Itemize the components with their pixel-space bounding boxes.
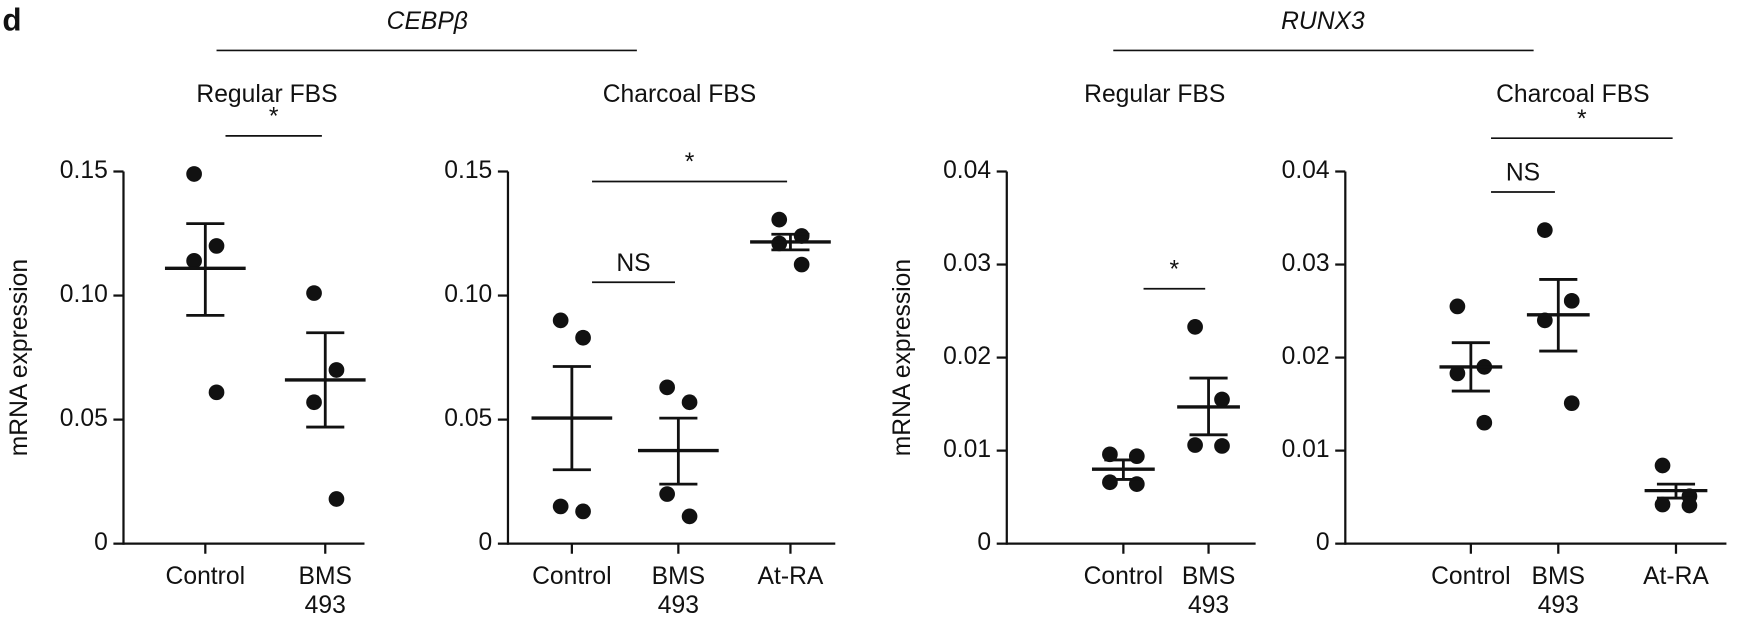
significance-label: * — [1170, 256, 1180, 283]
y-tick-label: 0.15 — [444, 157, 492, 184]
y-axis-label: mRNA expression — [889, 259, 916, 456]
data-point — [1214, 391, 1230, 408]
data-point — [1214, 438, 1230, 454]
panel-title: Regular FBS — [196, 81, 337, 108]
x-tick-label-box: Control — [532, 561, 612, 590]
data-point — [1128, 448, 1145, 465]
data-point — [328, 362, 345, 378]
gene-title: RUNX3 — [1281, 8, 1365, 35]
data-point — [659, 379, 675, 396]
x-tick-label: BMS 493 — [298, 561, 352, 619]
y-tick-label: 0.15 — [60, 157, 108, 184]
data-point — [328, 491, 345, 507]
y-tick-label: 0.10 — [444, 281, 492, 308]
y-tick-label: 0 — [1316, 529, 1330, 556]
x-tick-label: Control — [165, 561, 246, 590]
data-point — [575, 329, 591, 346]
data-point — [1476, 414, 1493, 431]
x-tick-label: Control — [1431, 561, 1511, 590]
data-point — [1654, 457, 1671, 474]
data-point — [1449, 298, 1466, 315]
panel-label: d — [2, 3, 21, 38]
panel-title: Charcoal FBS — [603, 81, 756, 108]
y-tick-label: 0.01 — [1282, 436, 1330, 463]
x-tick-label-box: Control — [165, 561, 246, 590]
data-point — [681, 394, 698, 411]
data-point — [1563, 292, 1580, 309]
y-tick-label: 0.04 — [943, 157, 991, 184]
x-tick-label-box: At-RA — [1643, 561, 1709, 590]
y-tick-label: 0.03 — [1282, 250, 1330, 277]
panel-title: Charcoal FBS — [1496, 81, 1649, 108]
data-point — [552, 498, 569, 515]
y-tick-label: 0 — [479, 529, 493, 556]
y-tick-label: 0 — [94, 529, 108, 556]
x-tick-label: BMS 493 — [1181, 561, 1236, 619]
data-point — [1187, 319, 1203, 335]
data-point — [659, 486, 675, 502]
x-tick-label-box: At-RA — [757, 561, 824, 590]
data-point — [208, 384, 225, 401]
y-tick-label: 0.02 — [1282, 343, 1330, 370]
y-tick-label: 0.04 — [1282, 157, 1330, 184]
data-point — [1681, 497, 1698, 514]
data-point — [575, 503, 591, 520]
data-point — [186, 252, 202, 269]
gene-title: CEBPβ — [387, 8, 468, 35]
x-tick-label-box: Control — [1431, 561, 1511, 590]
data-point — [208, 238, 225, 254]
significance-label: * — [269, 103, 279, 130]
data-point — [306, 285, 322, 301]
data-point — [681, 508, 698, 525]
x-tick-label-box: BMS 493 — [298, 561, 352, 619]
x-tick-label-box: BMS 493 — [1531, 561, 1586, 619]
y-tick-label: 0.10 — [60, 281, 108, 308]
x-tick-label: Control — [1083, 561, 1164, 590]
y-tick-label: 0.05 — [444, 405, 492, 432]
data-point — [1102, 446, 1118, 463]
y-tick-label: 0.03 — [943, 250, 991, 277]
data-point — [771, 211, 788, 228]
data-point — [186, 166, 202, 182]
x-tick-label-box: Control — [1083, 561, 1164, 590]
y-tick-label: 0 — [977, 529, 991, 556]
x-tick-label: BMS 493 — [651, 561, 706, 619]
data-point — [306, 394, 322, 411]
data-point — [1654, 496, 1671, 513]
significance-label: * — [1577, 106, 1587, 133]
x-tick-label-box: BMS 493 — [651, 561, 706, 619]
significance-label: NS — [1506, 160, 1540, 187]
significance-label: NS — [616, 250, 650, 277]
data-point — [552, 312, 569, 329]
y-tick-label: 0.02 — [943, 343, 991, 370]
significance-label: * — [685, 149, 695, 176]
x-tick-label: At-RA — [757, 561, 824, 590]
y-tick-label: 0.01 — [943, 436, 991, 463]
data-point — [1102, 474, 1118, 491]
y-axis-label: mRNA expression — [6, 259, 33, 456]
data-point — [1449, 365, 1466, 382]
x-tick-label: BMS 493 — [1531, 561, 1586, 619]
y-tick-label: 0.05 — [60, 405, 108, 432]
data-point — [1187, 437, 1203, 453]
data-point — [1536, 222, 1553, 238]
panel-title: Regular FBS — [1084, 81, 1225, 108]
x-tick-label-box: BMS 493 — [1181, 561, 1236, 619]
x-tick-label: At-RA — [1643, 561, 1709, 590]
x-tick-label: Control — [532, 561, 612, 590]
data-point — [1563, 395, 1580, 412]
data-point — [793, 228, 810, 244]
data-point — [793, 256, 810, 273]
